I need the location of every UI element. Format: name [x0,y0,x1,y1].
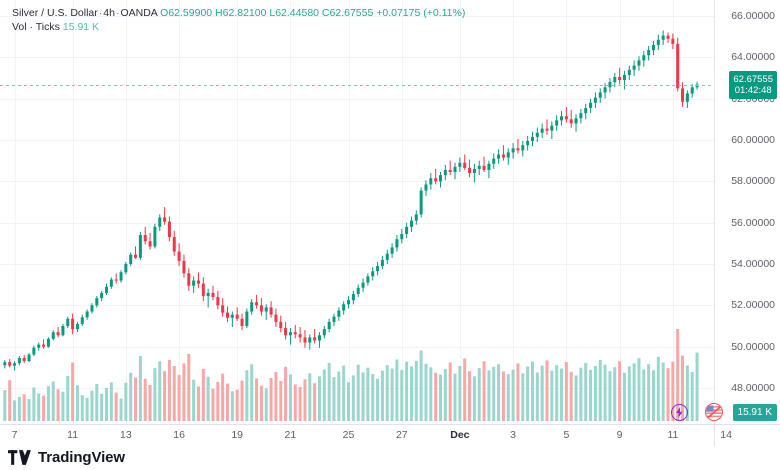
price-tick-label: 52.00000 [731,299,775,312]
price-tick-label: 64.00000 [731,51,775,64]
time-tick-label: 14 [720,429,732,441]
price-tick-label: 66.00000 [731,10,775,22]
time-tick-label: 9 [616,429,623,441]
time-tick-label: 3 [510,429,517,441]
time-tick-label: Dec [450,429,470,441]
current-price-badge[interactable]: 62.67555 01:42:48 [729,70,777,99]
time-tick-label: 11 [667,429,679,441]
tradingview-wordmark: TradingView [38,449,125,466]
time-scale[interactable]: 7 11 13 16 19 21 25 27 Dec 3 5 9 11 14 [0,424,780,446]
time-tick-label: 7 [11,429,18,441]
price-tick-label: 54.00000 [731,258,775,270]
price-tick-label: 60.00000 [731,134,775,146]
price-tick-label: 50.00000 [731,340,775,353]
price-tick-label: 48.00000 [731,382,775,394]
time-tick-label: 21 [284,429,297,441]
time-tick-label: 16 [173,429,185,441]
time-tick-label: 27 [395,429,408,441]
chart-canvas[interactable] [0,0,714,424]
volume-series [3,329,699,421]
volume-value-badge[interactable]: 15.91 K [732,404,777,421]
tradingview-watermark: TradingView [8,449,125,466]
grid-lines [0,0,714,424]
bar-countdown-timer: 01:42:48 [734,84,772,96]
candlestick-series [3,30,699,371]
price-tick-label: 56.00000 [731,216,775,229]
price-tick-label: 58.00000 [731,175,775,188]
time-scale-divider [714,425,715,446]
current-price-value: 62.67555 [733,73,773,85]
us-flag-icon[interactable] [705,403,723,421]
time-tick-label: 5 [563,429,570,441]
tradingview-logo-icon [8,450,31,465]
time-tick-label: 19 [231,429,244,441]
lightning-bolt-icon[interactable] [671,404,688,421]
time-tick-label: 11 [67,429,79,441]
chart-plot-area[interactable] [0,0,714,424]
time-tick-label: 25 [342,429,355,441]
time-tick-label: 13 [120,429,132,441]
price-scale[interactable]: 66.00000 64.00000 62.00000 60.00000 58.00000… [714,0,780,424]
